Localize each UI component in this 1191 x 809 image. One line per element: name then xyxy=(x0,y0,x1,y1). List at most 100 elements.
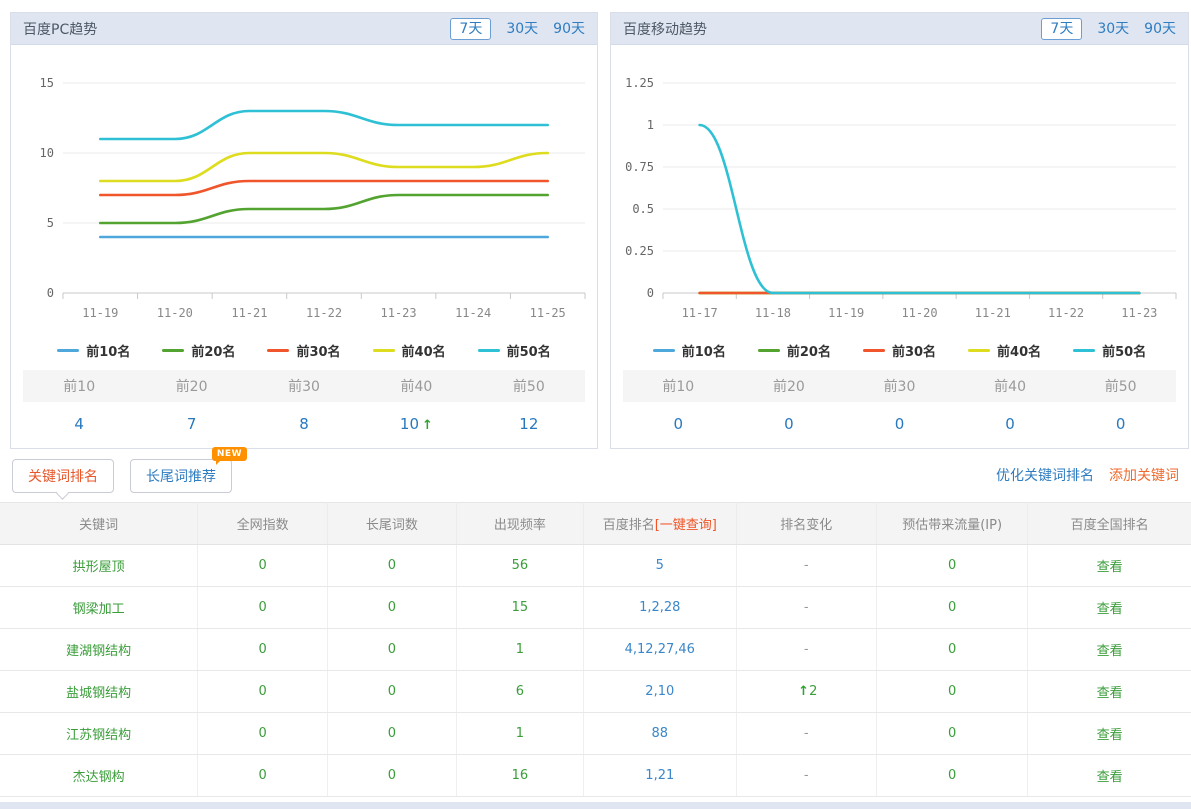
cell-rank-change: - xyxy=(736,628,878,671)
cell-baidu-rank[interactable]: 1,21 xyxy=(583,754,737,797)
series-line-前40名 xyxy=(98,151,550,183)
view-link[interactable]: 查看 xyxy=(1027,544,1191,587)
summary-value-前30[interactable]: 8 xyxy=(248,402,360,448)
action-link-优化关键词排名[interactable]: 优化关键词排名 xyxy=(996,468,1094,484)
legend-item-前50名[interactable]: 前50名 xyxy=(1073,341,1146,360)
series-line-前50名 xyxy=(98,109,550,141)
legend-line-swatch xyxy=(652,349,675,352)
x-tick-label: 11-17 xyxy=(682,306,718,320)
panel-title-pc: 百度PC趋势 xyxy=(23,21,98,38)
y-tick-label: 15 xyxy=(40,76,54,90)
trend-panels: 百度PC趋势 7天 30天 90天 0 5 10 15 11-19 11-20 11-21 11-… xyxy=(10,12,1189,449)
cell-baidu-rank[interactable]: 2,10 xyxy=(583,670,737,713)
x-tick-label: 11-23 xyxy=(381,306,417,320)
legend-line-swatch xyxy=(477,349,500,352)
legend-label: 前20名 xyxy=(786,345,831,360)
legend-item-前40名[interactable]: 前40名 xyxy=(372,341,446,360)
view-link[interactable]: 查看 xyxy=(1027,712,1191,755)
cell-baidu-rank[interactable]: 4,12,27,46 xyxy=(583,628,737,671)
cell-longtail-count: 0 xyxy=(327,754,457,797)
tab-长尾词推荐[interactable]: 长尾词推荐 NEW xyxy=(130,447,247,493)
cell-baidu-rank[interactable]: 5 xyxy=(583,544,737,587)
y-tick-label: 0.25 xyxy=(625,244,654,258)
summary-value-前50[interactable]: 0 xyxy=(1065,402,1176,448)
legend-line-swatch xyxy=(1073,349,1096,352)
y-tick-label: 0.75 xyxy=(625,160,654,174)
range-button-7天[interactable]: 7天 xyxy=(450,17,492,40)
cell-baidu-rank[interactable]: 1,2,28 xyxy=(583,586,737,629)
panel-baidu-pc-trend: 百度PC趋势 7天 30天 90天 0 5 10 15 11-19 11-20 11-21 11-… xyxy=(10,12,598,449)
cell-keyword[interactable]: 盐城钢结构 xyxy=(0,670,199,713)
cell-estimated-traffic: 0 xyxy=(876,670,1029,713)
column-header-label: 百度全国排名 xyxy=(1070,518,1149,533)
range-button-90天[interactable]: 90天 xyxy=(1144,20,1176,37)
x-tick-label: 11-21 xyxy=(975,306,1011,320)
cell-web-index: 0 xyxy=(197,628,329,671)
cell-baidu-rank[interactable]: 88 xyxy=(583,712,737,755)
one-click-query-link[interactable]: [一键查询] xyxy=(654,518,717,533)
legend-item-前20名[interactable]: 前20名 xyxy=(757,341,831,360)
summary-mobile: 前10 前20 前30 前40 前50 0 0 0 0 0 xyxy=(623,370,1176,448)
cell-frequency: 16 xyxy=(456,754,585,797)
legend-label: 前10名 xyxy=(86,345,131,360)
chart-wrap-mobile: 0 0.25 0.5 0.75 1 1.25 11-17 11-18 11-19 11-20 11-… xyxy=(611,45,1188,341)
range-button-30天[interactable]: 30天 xyxy=(1097,20,1130,37)
legend-item-前20名[interactable]: 前20名 xyxy=(162,341,235,360)
legend-item-前50名[interactable]: 前50名 xyxy=(477,341,551,360)
up-arrow-icon: ↑ xyxy=(798,684,810,699)
view-link[interactable]: 查看 xyxy=(1027,586,1191,629)
keyword-table-header-row: 关键词 全网指数 长尾词数 出现频率 百度排名[一键查询] 排名变化 预估带来流量(IP) 百… xyxy=(0,502,1191,545)
summary-header-前30: 前30 xyxy=(883,379,916,395)
legend-item-前30名[interactable]: 前30名 xyxy=(862,341,936,360)
cell-longtail-count: 0 xyxy=(327,544,457,587)
keyword-tabbar: 关键词排名 长尾词推荐 NEW 优化关键词排名 添加关键词 xyxy=(0,447,1191,500)
range-button-7天[interactable]: 7天 xyxy=(1041,17,1083,40)
view-link[interactable]: 查看 xyxy=(1027,670,1191,713)
cell-keyword[interactable]: 江苏钢结构 xyxy=(0,712,199,755)
legend-label: 前20名 xyxy=(191,345,236,360)
range-group-mobile: 7天 30天 90天 xyxy=(1041,17,1176,40)
summary-value-前30[interactable]: 0 xyxy=(844,402,955,448)
cell-keyword[interactable]: 建湖钢结构 xyxy=(0,628,199,671)
summary-value-number: 0 xyxy=(1115,415,1126,433)
cell-web-index: 0 xyxy=(197,544,329,587)
table-row: 江苏钢结构 0 0 1 88-0 查看 xyxy=(0,712,1191,755)
legend-line-swatch xyxy=(862,349,885,352)
legend-line-swatch xyxy=(162,349,185,352)
legend-line-swatch xyxy=(968,349,991,352)
legend-item-前10名[interactable]: 前10名 xyxy=(652,341,726,360)
summary-value-number: 4 xyxy=(74,415,84,433)
legend-item-前10名[interactable]: 前10名 xyxy=(57,341,130,360)
summary-value-前20[interactable]: 0 xyxy=(734,402,845,448)
view-link[interactable]: 查看 xyxy=(1027,754,1191,797)
table-row: 钢梁加工 0 0 15 1,2,28-0 查看 xyxy=(0,586,1191,629)
cell-keyword[interactable]: 钢梁加工 xyxy=(0,586,199,629)
summary-value-前10[interactable]: 4 xyxy=(23,402,135,448)
summary-value-前20[interactable]: 7 xyxy=(135,402,247,448)
cell-estimated-traffic: 0 xyxy=(876,754,1029,797)
legend-item-前30名[interactable]: 前30名 xyxy=(267,341,341,360)
range-button-30天[interactable]: 30天 xyxy=(506,20,539,37)
summary-value-前50[interactable]: 12 xyxy=(473,402,585,448)
cell-rank-change: - xyxy=(736,544,878,587)
cell-frequency: 56 xyxy=(456,544,585,587)
summary-value-前40[interactable]: 0 xyxy=(955,402,1066,448)
range-button-90天[interactable]: 90天 xyxy=(553,20,585,37)
legend-label: 前40名 xyxy=(401,345,446,360)
tab-关键词排名[interactable]: 关键词排名 xyxy=(12,459,114,500)
x-tick-label: 11-20 xyxy=(157,306,193,320)
action-link-添加关键词[interactable]: 添加关键词 xyxy=(1109,468,1179,484)
summary-value-前10[interactable]: 0 xyxy=(623,402,734,448)
y-tick-label: 10 xyxy=(40,146,54,160)
x-tick-label: 11-20 xyxy=(901,306,937,320)
cell-keyword[interactable]: 拱形屋顶 xyxy=(0,544,199,587)
y-tick-label: 0 xyxy=(647,286,654,300)
view-link[interactable]: 查看 xyxy=(1027,628,1191,671)
y-tick-label: 1.25 xyxy=(625,76,654,90)
legend-line-swatch xyxy=(372,349,395,352)
summary-value-number: 12 xyxy=(519,415,539,433)
legend-item-前40名[interactable]: 前40名 xyxy=(968,341,1041,360)
column-header-label: 关键词 xyxy=(79,518,119,533)
cell-keyword[interactable]: 杰达钢构 xyxy=(0,754,199,797)
summary-value-前40[interactable]: 10 ↑ xyxy=(360,402,472,448)
